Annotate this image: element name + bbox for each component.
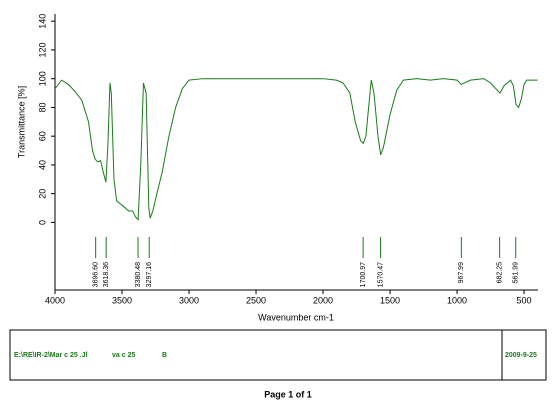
peak-label: 3297.16 [146, 262, 153, 287]
footer-box [9, 329, 547, 381]
footer-mark: B [162, 352, 167, 359]
y-tick-label: 100 [37, 71, 47, 86]
peak-label: 1700.97 [360, 262, 367, 287]
x-tick-label: 500 [517, 295, 532, 305]
x-axis-label: Wavenumber cm-1 [258, 312, 334, 322]
x-tick-label: 1500 [380, 295, 400, 305]
peak-label: 682.25 [496, 262, 503, 284]
y-tick-label: 140 [37, 14, 47, 29]
x-tick-label: 2000 [313, 295, 333, 305]
x-tick-label: 3000 [179, 295, 199, 305]
footer-sample: va c 25 [112, 352, 135, 359]
x-tick-label: 3500 [112, 295, 132, 305]
peak-label: 3380.48 [135, 262, 142, 287]
spectrum-line [54, 78, 538, 221]
y-tick-label: 40 [37, 160, 47, 170]
footer-file: E:\RE\IR-2\Mar c 25 .Jl [14, 352, 88, 359]
peak-label: 561.99 [513, 262, 520, 284]
peak-label: 1570.47 [377, 262, 384, 287]
y-tick-label: 0 [37, 220, 47, 225]
page-number: Page 1 of 1 [264, 389, 312, 399]
y-axis-label: Transmittance [%] [16, 86, 26, 158]
peak-label: 3618.36 [103, 262, 110, 287]
peak-label: 967.99 [458, 262, 465, 284]
y-tick-label: 120 [37, 42, 47, 57]
y-tick-label: 20 [37, 189, 47, 199]
x-tick-label: 4000 [45, 295, 65, 305]
x-tick-label: 2500 [246, 295, 266, 305]
y-tick-label: 80 [37, 102, 47, 112]
x-tick-label: 1000 [447, 295, 467, 305]
peak-label: 3696.60 [93, 262, 100, 287]
y-tick-label: 60 [37, 131, 47, 141]
footer-date: 2009-9-25 [505, 352, 537, 359]
